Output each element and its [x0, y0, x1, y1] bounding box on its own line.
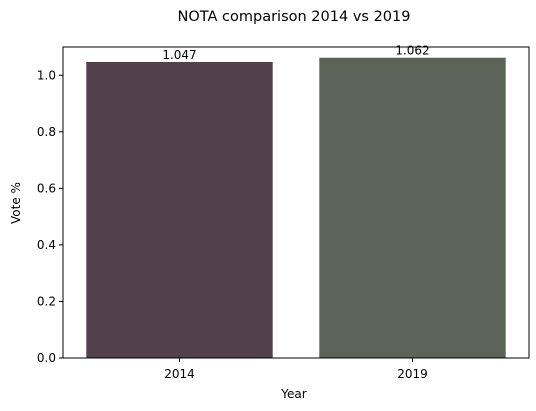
bar-2014 — [86, 61, 273, 358]
y-tick-label: 0.0 — [37, 351, 56, 365]
bars — [86, 57, 506, 358]
plot-frame — [62, 46, 530, 359]
y-tick-label: 1.0 — [37, 68, 56, 82]
x-axis-ticks: 2014 2019 — [164, 358, 428, 381]
x-tick-label: 2019 — [397, 367, 428, 381]
chart-title: NOTA comparison 2014 vs 2019 — [178, 9, 411, 25]
y-tick-label: 0.4 — [37, 238, 56, 252]
bar-value-label: 1.062 — [395, 44, 429, 58]
y-tick-label: 0.2 — [37, 294, 56, 308]
x-axis-label: Year — [280, 387, 306, 401]
x-tick-label: 2014 — [164, 367, 195, 381]
y-tick-label: 0.6 — [37, 181, 56, 195]
bar-2019 — [319, 57, 506, 358]
y-axis-ticks: 0.0 0.2 0.4 0.6 0.8 1.0 — [37, 68, 63, 365]
y-axis-label: Vote % — [9, 182, 23, 224]
y-tick-label: 0.8 — [37, 125, 56, 139]
bar-value-label: 1.047 — [162, 48, 196, 62]
